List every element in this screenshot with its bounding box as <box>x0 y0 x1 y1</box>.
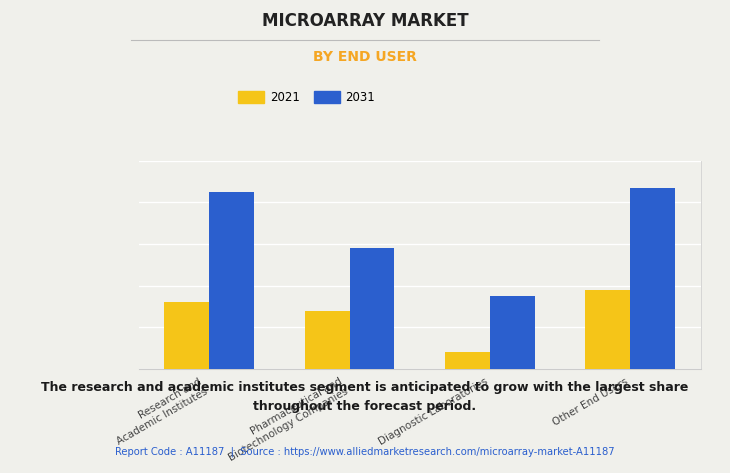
Bar <box>304 311 350 369</box>
Text: BY END USER: BY END USER <box>313 50 417 64</box>
Text: MICROARRAY MARKET: MICROARRAY MARKET <box>261 12 469 30</box>
Bar <box>210 192 254 369</box>
Bar <box>490 296 535 369</box>
Text: Report Code : A11187  |  Source : https://www.alliedmarketresearch.com/microarra: Report Code : A11187 | Source : https://… <box>115 447 615 457</box>
Bar <box>630 188 675 369</box>
Bar <box>164 302 210 369</box>
Bar <box>350 248 394 369</box>
Bar <box>445 352 490 369</box>
Legend: 2021, 2031: 2021, 2031 <box>233 86 380 109</box>
Bar <box>585 290 630 369</box>
Text: The research and academic institutes segment is anticipated to grow with the lar: The research and academic institutes seg… <box>42 381 688 413</box>
